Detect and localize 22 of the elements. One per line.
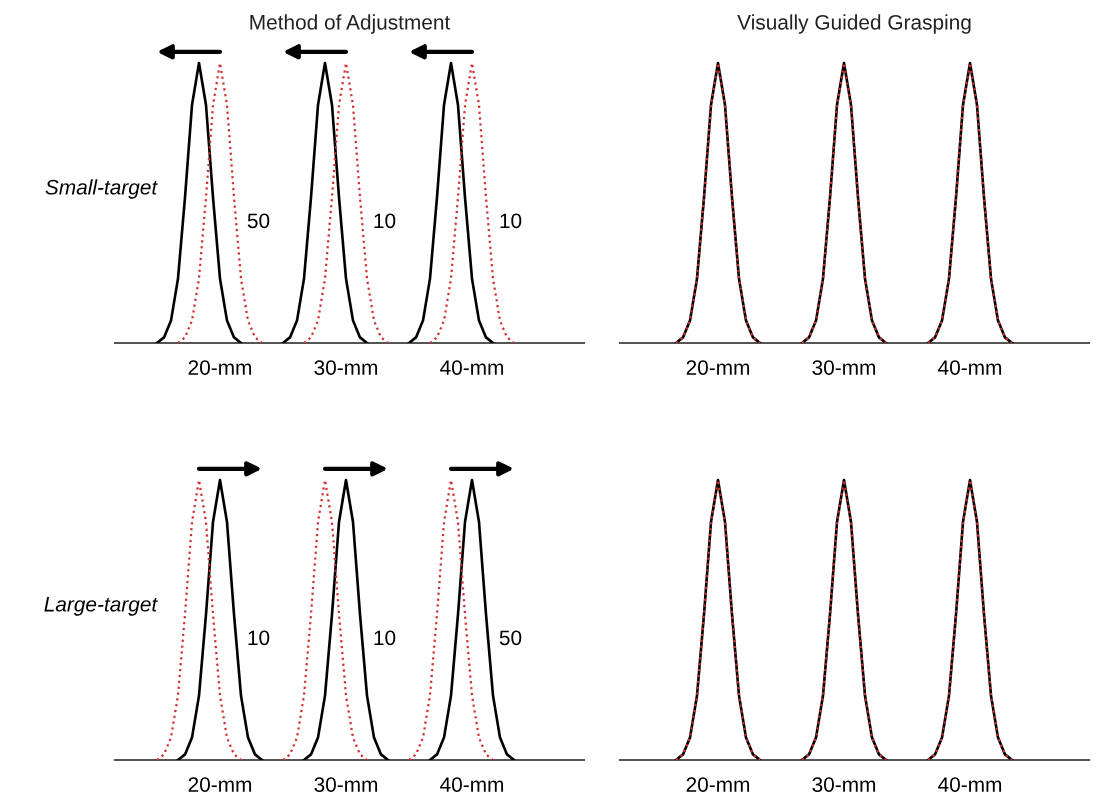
annotation: 10 <box>374 213 396 229</box>
annotation: 10 <box>500 213 522 229</box>
x-tick-label: 40-mm <box>440 360 504 375</box>
x-tick-label: 40-mm <box>938 777 1002 792</box>
annotation: 50 <box>499 630 522 646</box>
x-tick-label: 30-mm <box>314 360 378 375</box>
x-tick-label: 30-mm <box>812 360 876 375</box>
x-tick-label: 30-mm <box>314 777 378 792</box>
x-tick-label: 40-mm <box>938 360 1002 375</box>
y-axis-title: Small-target <box>45 179 158 199</box>
x-tick-label: 20-mm <box>686 360 750 375</box>
annotation: 50 <box>247 213 270 229</box>
chart-title: Visually Guided Grasping <box>737 14 971 34</box>
x-tick-label: 20-mm <box>686 777 750 792</box>
x-tick-label: 30-mm <box>812 777 876 792</box>
x-tick-label: 20-mm <box>188 777 252 792</box>
x-tick-label: 40-mm <box>440 777 504 792</box>
x-tick-label: 20-mm <box>188 360 252 375</box>
annotation: 10 <box>374 630 396 646</box>
chart-title: Method of Adjustment <box>250 14 451 34</box>
annotation: 10 <box>248 630 270 646</box>
y-axis-title: Large-target <box>44 597 158 616</box>
